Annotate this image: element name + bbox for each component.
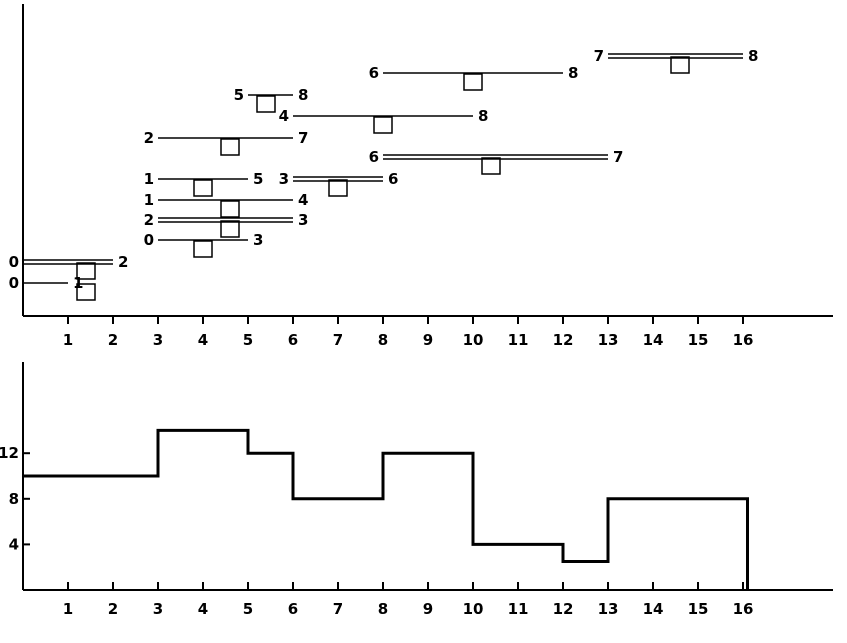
interval-marker (463, 73, 483, 91)
bottom-x-tick-label: 1 (63, 600, 73, 618)
bottom-x-tick-label: 8 (378, 600, 388, 618)
interval-end-label: 3 (253, 231, 263, 249)
bottom-x-tick-label: 3 (153, 600, 163, 618)
interval-start-label: 2 (144, 129, 154, 147)
top-x-tick-label: 10 (463, 331, 484, 349)
interval-start-label: 1 (144, 170, 154, 188)
interval-marker (193, 240, 213, 258)
top-x-tick-label: 16 (733, 331, 754, 349)
interval-end-label: 8 (298, 86, 308, 104)
bottom-y-tick-label: 4 (9, 535, 19, 553)
interval-end-label: 8 (748, 47, 758, 65)
bottom-x-tick-label: 4 (198, 600, 208, 618)
bottom-x-tick-label: 14 (643, 600, 664, 618)
interval-marker (193, 179, 213, 197)
interval-end-label: 8 (568, 64, 578, 82)
bottom-x-tick-label: 7 (333, 600, 343, 618)
interval-end-label: 5 (253, 170, 263, 188)
interval-marker (76, 283, 96, 301)
interval-marker (256, 95, 276, 113)
bottom-y-tick-label: 8 (9, 490, 19, 508)
interval-start-label: 0 (9, 253, 19, 271)
interval-end-label: 7 (298, 129, 308, 147)
bottom-x-tick-label: 2 (108, 600, 118, 618)
interval-panel: 1 2 3 4 5 6 7 8 9 10 11 12 13 14 15 16 0 10 20 32 31 41 5 3 66 7… (9, 4, 833, 349)
top-x-tick-label: 7 (333, 331, 343, 349)
step-line (23, 428, 749, 590)
interval-marker (481, 157, 501, 175)
interval-start-label: 4 (279, 107, 289, 125)
interval-marker (670, 56, 690, 74)
top-x-tick-label: 2 (108, 331, 118, 349)
bottom-x-tick-label: 12 (553, 600, 574, 618)
top-x-tick-label: 3 (153, 331, 163, 349)
interval-start-label: 0 (9, 274, 19, 292)
interval-start-label: 6 (369, 64, 379, 82)
interval-end-label: 4 (298, 191, 308, 209)
bottom-x-tick-label: 15 (688, 600, 709, 618)
interval-end-label: 3 (298, 211, 308, 229)
bottom-x-tick-label: 10 (463, 600, 484, 618)
bottom-y-tick-label: 12 (0, 444, 19, 462)
top-x-tick-label: 8 (378, 331, 388, 349)
top-x-tick-label: 12 (553, 331, 574, 349)
top-x-tick-label: 11 (508, 331, 529, 349)
interval-marker (220, 138, 240, 156)
interval-marker (220, 220, 240, 238)
interval-end-label: 7 (613, 148, 623, 166)
interval-start-label: 6 (369, 148, 379, 166)
top-x-tick-label: 5 (243, 331, 253, 349)
top-x-tick-label: 13 (598, 331, 619, 349)
top-x-tick-label: 9 (423, 331, 433, 349)
interval-start-label: 7 (594, 47, 604, 65)
bottom-x-tick-label: 13 (598, 600, 619, 618)
bottom-x-tick-label: 5 (243, 600, 253, 618)
interval-marker (373, 116, 393, 134)
interval-end-label: 2 (118, 253, 128, 271)
interval-start-label: 2 (144, 211, 154, 229)
bottom-x-tick-label: 9 (423, 600, 433, 618)
interval-start-label: 5 (234, 86, 244, 104)
top-x-tick-label: 1 (63, 331, 73, 349)
top-x-tick-label: 4 (198, 331, 208, 349)
interval-marker (220, 200, 240, 218)
top-x-tick-label: 6 (288, 331, 298, 349)
bottom-x-tick-label: 16 (733, 600, 754, 618)
bottom-x-tick-label: 11 (508, 600, 529, 618)
interval-end-label: 8 (478, 107, 488, 125)
interval-start-label: 0 (144, 231, 154, 249)
top-x-tick-label: 14 (643, 331, 664, 349)
interval-end-label: 6 (388, 170, 398, 188)
interval-marker (76, 262, 96, 280)
interval-marker (328, 179, 348, 197)
bottom-x-tick-label: 6 (288, 600, 298, 618)
interval-start-label: 3 (279, 170, 289, 188)
interval-end-label: 1 (73, 274, 83, 292)
interval-start-label: 1 (144, 191, 154, 209)
top-x-tick-label: 15 (688, 331, 709, 349)
